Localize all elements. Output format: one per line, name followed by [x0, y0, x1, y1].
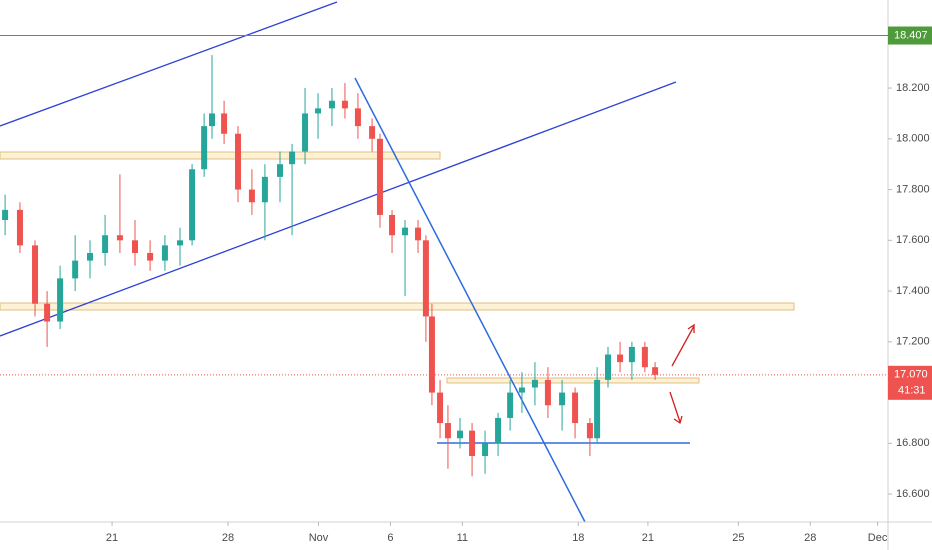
candle-body [315, 108, 322, 114]
candle-body [518, 387, 525, 393]
candle-body [422, 240, 429, 317]
x-tick-label: 25 [732, 532, 744, 544]
candle-body [161, 245, 168, 261]
candle-body [289, 151, 296, 165]
candle-body [559, 392, 566, 406]
x-tick-label: Nov [309, 532, 329, 544]
zone [0, 302, 795, 311]
candle-body [605, 354, 612, 380]
trendline [0, 1, 338, 127]
y-tick-label: 16.600 [896, 488, 930, 500]
candle-body [302, 113, 309, 152]
y-tick-label: 17.600 [896, 234, 930, 246]
candle-body [201, 126, 208, 170]
candle-body [586, 423, 593, 439]
y-tick-label: 18.000 [896, 133, 930, 145]
candle-body [177, 240, 184, 246]
candle-body [261, 176, 268, 203]
candle-body [531, 379, 538, 388]
arrow [671, 325, 695, 367]
drawings [0, 1, 795, 523]
trendline [354, 77, 586, 523]
candle-body [221, 113, 228, 134]
y-tick-label: 17.400 [896, 285, 930, 297]
level-tag [888, 26, 932, 45]
candle-body [376, 138, 383, 215]
candle-body [189, 169, 196, 241]
x-tick-label: 21 [106, 532, 118, 544]
candle-body [341, 100, 348, 109]
candle-body [328, 100, 335, 109]
y-tick-label: 18.200 [896, 82, 930, 94]
candle-body [415, 227, 422, 241]
candle-body [87, 253, 94, 261]
candle-body [507, 392, 514, 418]
candle-body [457, 430, 464, 439]
candle-body [369, 126, 376, 139]
candle-body [44, 303, 51, 322]
candle-body [2, 209, 9, 221]
trendline [0, 81, 677, 337]
candle-body [444, 423, 451, 439]
arrow-head [687, 323, 695, 333]
candle-body [495, 417, 502, 444]
x-tick-label: 28 [222, 532, 234, 544]
x-tick-label: 21 [642, 532, 654, 544]
x-tick-label: Dec [868, 532, 888, 544]
candle-body [402, 227, 409, 236]
candle-body [132, 240, 139, 254]
x-tick-label: 6 [387, 532, 393, 544]
candle-body [248, 189, 255, 203]
zone [446, 377, 700, 384]
arrow-head [673, 415, 683, 425]
candle-body [572, 392, 579, 424]
x-tick-label: 28 [804, 532, 816, 544]
candle-body [469, 430, 476, 457]
candle-body [544, 379, 551, 406]
arrow [669, 391, 681, 423]
candle-body [72, 260, 79, 279]
candle-body [57, 278, 64, 322]
candle-body [652, 367, 659, 375]
price-tag [888, 365, 932, 400]
y-tick-label: 17.800 [896, 183, 930, 195]
y-tick-label: 16.800 [896, 437, 930, 449]
candle-body [641, 346, 648, 368]
candle-body [116, 235, 123, 241]
candle-body [354, 108, 361, 127]
y-tick-label: 17.200 [896, 336, 930, 348]
candle-body [209, 113, 216, 127]
candle-body [482, 443, 489, 457]
countdown: 41:31 [898, 385, 926, 397]
x-tick-label: 18 [572, 532, 584, 544]
candle-body [16, 209, 23, 246]
x-tick-label: 11 [457, 532, 468, 544]
candle-body [437, 392, 444, 424]
candle-body [235, 133, 242, 190]
candle-body [147, 253, 154, 261]
level-label: 18.407 [894, 29, 928, 41]
last-price-label: 17.070 [894, 369, 928, 381]
candle-body [617, 354, 624, 363]
candle-body [276, 164, 283, 177]
candle-body [32, 245, 39, 304]
candle-body [628, 346, 635, 363]
candle-body [389, 214, 396, 236]
candle-body [102, 235, 109, 254]
candle-body [594, 379, 601, 439]
zone [0, 151, 441, 160]
candle-body [428, 316, 435, 393]
